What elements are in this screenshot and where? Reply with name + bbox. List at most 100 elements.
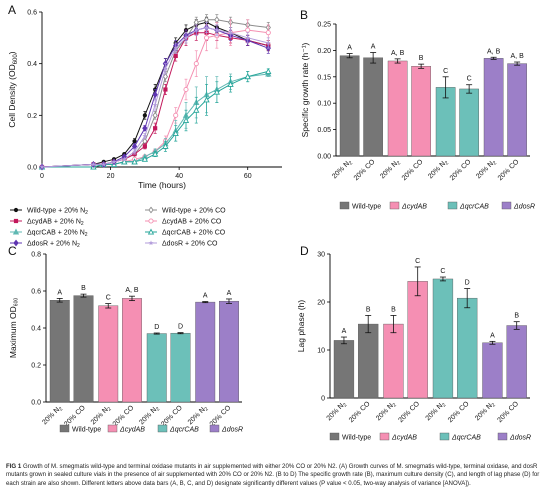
category-label: 20% CO <box>496 400 520 424</box>
data-point <box>193 106 200 113</box>
legend: Wild-type ΔcydAB ΔqcrCAB ΔdosR <box>329 432 531 442</box>
significance-letter: A <box>347 45 352 52</box>
significance-letter: C <box>440 268 445 275</box>
data-point <box>204 24 210 30</box>
legend-label: ΔdosR <box>221 427 243 434</box>
data-point <box>193 61 199 67</box>
category-label: 20% CO <box>497 158 521 182</box>
significance-letter: C <box>443 68 448 75</box>
x-tick-label: 0 <box>40 173 44 180</box>
y-axis-label: Specific growth rate (h⁻¹) <box>300 42 310 137</box>
data-point <box>90 161 96 167</box>
legend-item: ΔqcrCAB + 20% CO <box>145 228 226 237</box>
bar <box>219 300 239 403</box>
data-point <box>13 239 19 247</box>
bar <box>457 297 478 399</box>
data-point <box>101 161 107 167</box>
legend-label: ΔdosR <box>509 435 531 442</box>
panel-c: C 0.0 0.2 0.4 0.6 0.8 Maximum OD600​ A 20% N2​ B 2… <box>8 244 243 434</box>
bar <box>383 323 404 399</box>
figure-canvas: A 0.0 0.2 0.4 0.6 0 20 40 60 Time (hours) Cell Den… <box>7 3 535 442</box>
legend-label: ΔdosR + 20% N2​ <box>27 241 80 250</box>
legend-swatch <box>389 201 400 210</box>
data-point <box>12 228 20 235</box>
significance-letter: A <box>227 290 232 297</box>
significance-letter: C <box>415 258 420 265</box>
legend-swatch <box>59 424 70 433</box>
data-point <box>265 30 271 36</box>
data-point <box>13 218 19 224</box>
bar <box>146 333 167 403</box>
x-axis-label: Time (hours) <box>138 180 186 190</box>
legend-item: Wild-type <box>329 432 371 442</box>
y-tick-label: 0.4 <box>27 61 37 68</box>
significance-letter: B <box>391 306 396 313</box>
data-point <box>162 73 169 81</box>
significance-letter: A <box>371 44 376 51</box>
data-point <box>111 159 117 164</box>
data-point <box>162 142 169 149</box>
data-point <box>183 35 189 40</box>
data-point <box>228 30 234 35</box>
y-tick-label: 0.20 <box>317 48 331 55</box>
legend-item: Wild-type + 20% CO <box>145 206 226 215</box>
data-point <box>148 240 154 246</box>
significance-letter: D <box>465 280 470 287</box>
bar <box>411 66 431 157</box>
caption-figure-label: FIG 1 <box>6 463 22 470</box>
panel-letter-d: D <box>300 244 309 258</box>
legend-label: Wild-type <box>352 204 381 211</box>
bar <box>339 55 360 157</box>
data-point <box>121 156 127 162</box>
significance-letter: B <box>514 313 519 320</box>
series <box>39 21 271 171</box>
legend-item: ΔcydAB + 20% CO <box>145 218 222 226</box>
category-label: 20% CO <box>449 158 473 182</box>
category-label: 20% CO <box>397 400 421 424</box>
data-point <box>142 144 147 149</box>
data-point <box>148 206 154 214</box>
data-point <box>142 124 148 132</box>
legend-item: ΔqcrCAB + 20% N2​ <box>10 228 88 239</box>
data-point <box>121 158 128 165</box>
y-tick-label: 0 <box>321 396 325 403</box>
legend-label: ΔdosR <box>513 204 535 211</box>
legend-item: ΔdosR + 20% N2​ <box>10 239 80 250</box>
legend-item: ΔdosR <box>497 432 531 442</box>
data-point <box>213 88 220 95</box>
bar <box>387 60 408 157</box>
legend-item: ΔcydAB <box>389 201 427 211</box>
y-tick-label: 0.05 <box>317 127 331 134</box>
legend-label: ΔdosR + 20% CO <box>162 241 218 248</box>
data-point <box>204 35 210 41</box>
significance-letter: A <box>57 289 62 296</box>
panel-a: A 0.0 0.2 0.4 0.6 0 20 40 60 Time (hours) Cell Den… <box>7 3 282 249</box>
y-tick-label: 0.2 <box>27 113 37 120</box>
category-label: 20% N2​ <box>138 404 161 427</box>
category-label: 20% CO <box>401 158 425 182</box>
category-label: 20% N2​ <box>187 404 210 427</box>
panel-letter-c: C <box>8 244 17 258</box>
legend-swatch <box>209 424 220 433</box>
panel-letter-a: A <box>8 3 16 17</box>
legend-label: ΔqcrCAB + 20% N2​ <box>27 230 88 239</box>
significance-letter: A, B <box>511 53 525 60</box>
bar <box>507 63 527 157</box>
significance-letter: C <box>106 295 111 302</box>
data-point <box>214 16 220 24</box>
data-point <box>152 150 159 157</box>
bar <box>195 301 216 403</box>
legend-swatch <box>157 424 168 433</box>
significance-letter: A <box>342 328 347 335</box>
data-point <box>265 40 271 46</box>
legend-label: Wild-type + 20% CO <box>162 208 226 215</box>
y-axis-label: Cell Density (OD600) <box>7 51 19 127</box>
data-point <box>13 207 19 213</box>
y-tick-label: 10 <box>317 348 325 355</box>
y-tick-label: 0.00 <box>317 154 331 161</box>
legend-item: Wild-type <box>339 201 381 211</box>
significance-letter: A, B <box>125 287 139 294</box>
data-point <box>132 148 138 154</box>
legend-item: ΔdosR <box>209 424 243 434</box>
data-point <box>142 133 148 139</box>
